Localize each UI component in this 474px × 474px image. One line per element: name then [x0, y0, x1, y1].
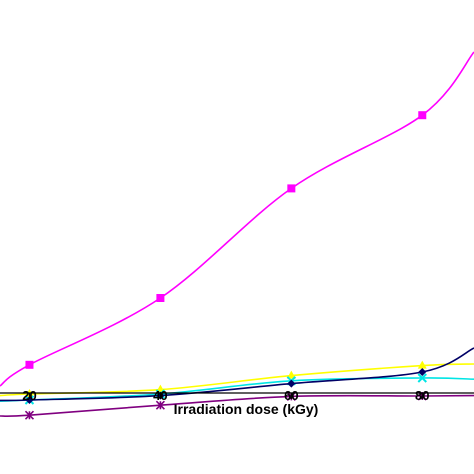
x-tick-label: 20 [22, 388, 36, 403]
data-point [25, 360, 34, 369]
data-point [287, 184, 296, 193]
series-line [0, 363, 474, 397]
data-point [417, 373, 427, 383]
data-point [418, 111, 427, 120]
data-point [156, 294, 165, 302]
x-axis-title: Irradiation dose (kGy) [174, 401, 319, 417]
series-1 [0, 51, 474, 387]
data-point [417, 360, 427, 369]
series-layer [0, 51, 474, 420]
data-point [418, 368, 427, 376]
data-point [155, 400, 165, 410]
x-tick-label: 40 [153, 388, 167, 403]
data-point [287, 379, 296, 388]
data-point [286, 370, 296, 379]
data-point [24, 410, 35, 420]
series-line [0, 51, 474, 387]
data-point [25, 396, 34, 404]
x-tick-label: 60 [284, 388, 298, 403]
x-axis-ticks: 20 40 60 80 [22, 388, 429, 403]
x-tick-label: 80 [415, 388, 429, 403]
